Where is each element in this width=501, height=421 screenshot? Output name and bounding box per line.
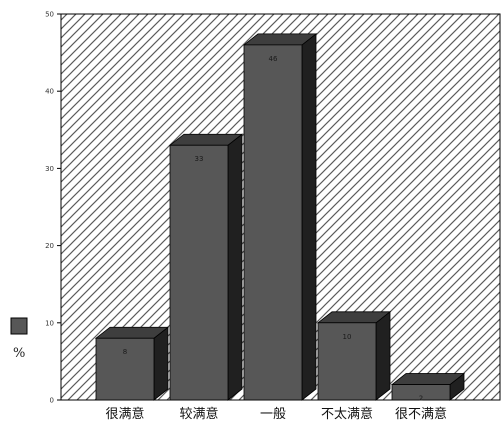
category-label: 很不满意 — [395, 406, 447, 421]
y-tick-label: 20 — [45, 242, 54, 250]
bar-front — [95, 337, 155, 401]
bar-front — [243, 44, 303, 401]
category-label: 不太满意 — [321, 406, 373, 421]
data-label: 2 — [419, 395, 423, 403]
category-label: 很满意 — [105, 406, 144, 421]
bar: 2 — [390, 372, 466, 403]
data-label: 8 — [123, 348, 127, 356]
data-label: 33 — [195, 155, 204, 163]
bar: 10 — [316, 310, 392, 401]
bar-side — [153, 326, 169, 401]
bar-front — [391, 384, 451, 401]
bar: 46 — [242, 33, 318, 401]
y-tick-label: 50 — [45, 11, 54, 19]
category-label: 较满意 — [179, 406, 218, 421]
category-labels: 很满意 较满意 一般 不太满意 很不满意 — [105, 406, 447, 421]
bar-side — [227, 133, 243, 401]
bar: 33 — [168, 133, 244, 401]
y-axis: 0 10 20 30 40 50 — [45, 11, 61, 405]
bar-front — [317, 322, 377, 401]
y-tick-label: 30 — [45, 165, 54, 173]
data-label: 46 — [269, 55, 278, 63]
bars: 8 33 46 10 2 — [94, 33, 466, 403]
legend: % — [10, 317, 28, 361]
legend-swatch — [10, 317, 28, 335]
category-label: 一般 — [260, 406, 286, 421]
bar: 8 — [94, 326, 170, 401]
bar-front — [169, 144, 229, 401]
y-tick-label: 0 — [50, 397, 54, 405]
legend-label: % — [13, 346, 25, 361]
bar-side — [301, 33, 317, 401]
bar-side — [375, 310, 391, 401]
data-label: 10 — [343, 333, 352, 341]
y-tick-label: 40 — [45, 88, 54, 96]
y-tick-label: 10 — [45, 319, 54, 327]
